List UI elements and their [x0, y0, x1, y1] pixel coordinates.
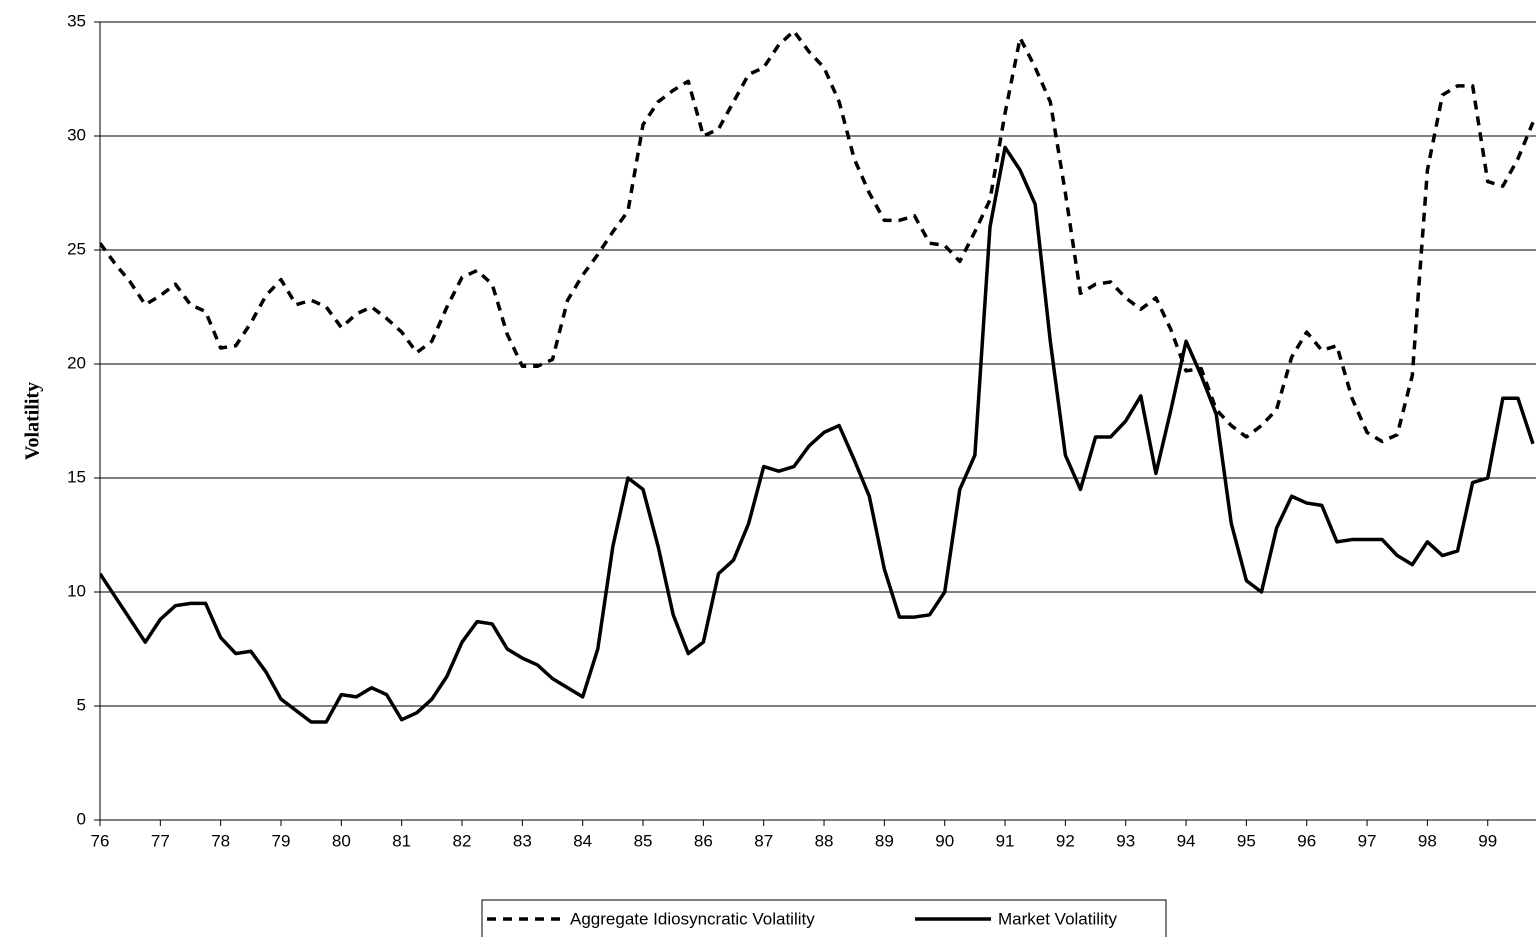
y-axis-label: Volatility — [22, 382, 44, 460]
x-tick-label: 82 — [453, 831, 472, 850]
x-tick-label: 87 — [754, 831, 773, 850]
y-tick-label: 20 — [67, 353, 86, 372]
x-tick-label: 84 — [573, 831, 592, 850]
x-tick-label: 93 — [1116, 831, 1135, 850]
x-tick-label: 83 — [513, 831, 532, 850]
x-tick-label: 77 — [151, 831, 170, 850]
plot-area — [100, 29, 1535, 724]
y-tick-label: 15 — [67, 467, 86, 486]
x-tick-label: 92 — [1056, 831, 1075, 850]
x-tick-label: 89 — [875, 831, 894, 850]
x-tick-label: 86 — [694, 831, 713, 850]
x-tick-label: 97 — [1358, 831, 1377, 850]
x-tick-label: 81 — [392, 831, 411, 850]
x-tick-label: 88 — [815, 831, 834, 850]
legend-label: Aggregate Idiosyncratic Volatility — [570, 909, 815, 928]
x-tick-label: 98 — [1418, 831, 1437, 850]
x-tick-label: 79 — [272, 831, 291, 850]
x-tick-label: 76 — [91, 831, 110, 850]
y-tick-label: 30 — [67, 125, 86, 144]
y-tick-label: 5 — [77, 695, 86, 714]
y-tick-label: 10 — [67, 581, 86, 600]
x-tick-label: 96 — [1297, 831, 1316, 850]
legend-label: Market Volatility — [998, 909, 1118, 928]
y-tick-label: 35 — [67, 11, 86, 30]
x-tick-label: 99 — [1478, 831, 1497, 850]
y-tick-label: 0 — [77, 809, 86, 828]
legend-box — [481, 899, 1167, 937]
x-tick-label: 95 — [1237, 831, 1256, 850]
x-tick-label: 78 — [211, 831, 230, 850]
y-tick-label: 25 — [67, 239, 86, 258]
series-line — [100, 29, 1535, 444]
x-tick-label: 91 — [996, 831, 1015, 850]
x-tick-label: 80 — [332, 831, 351, 850]
series-line — [100, 145, 1535, 724]
x-tick-label: 90 — [935, 831, 954, 850]
x-tick-label: 85 — [634, 831, 653, 850]
x-tick-label: 94 — [1177, 831, 1196, 850]
